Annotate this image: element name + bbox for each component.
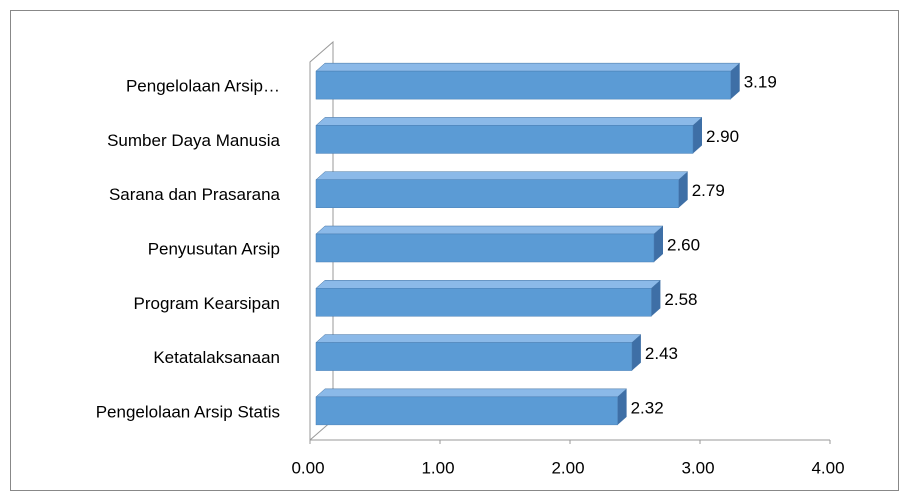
data-label: 2.79 [692, 181, 725, 200]
bar-side [651, 280, 661, 317]
x-tick-label: 1.00 [421, 458, 454, 477]
bar-side [631, 334, 641, 371]
y-tick-label: Program Kearsipan [134, 294, 280, 313]
y-tick-label: Pengelolaan Arsip… [126, 77, 280, 96]
x-tick-label: 0.00 [291, 458, 324, 477]
bar [315, 288, 652, 317]
bar-side [693, 117, 702, 154]
data-label: 3.19 [744, 73, 777, 92]
bar-side [678, 171, 688, 208]
y-tick-label: Ketatalaksanaan [153, 348, 280, 367]
bar-top [315, 171, 689, 180]
bar [315, 70, 731, 100]
bar [315, 125, 694, 154]
bar [315, 342, 633, 371]
y-tick-label: Sumber Daya Manusia [107, 131, 280, 150]
y-tick-label: Sarana dan Prasarana [109, 185, 281, 204]
bar-top [315, 117, 703, 126]
data-label: 2.32 [631, 398, 664, 417]
bar-top [315, 334, 642, 343]
bar [315, 179, 679, 208]
bar-top [315, 388, 628, 398]
data-label: 2.60 [667, 235, 700, 254]
y-tick-label: Pengelolaan Arsip Statis [96, 402, 280, 421]
x-tick-label: 2.00 [551, 458, 584, 477]
bar [315, 233, 655, 263]
bar-top [315, 225, 664, 235]
data-label: 2.58 [664, 290, 697, 309]
bar-side [654, 226, 663, 262]
bar-side [730, 63, 740, 100]
data-label: 2.90 [706, 127, 739, 146]
bar [315, 396, 618, 426]
data-label: 2.43 [645, 344, 678, 363]
y-tick-label: Penyusutan Arsip [148, 239, 280, 258]
bar-top [315, 280, 662, 289]
bar-top [315, 62, 741, 72]
bar-side [617, 388, 627, 425]
x-tick-label: 3.00 [681, 458, 714, 477]
x-tick-label: 4.00 [811, 458, 844, 477]
